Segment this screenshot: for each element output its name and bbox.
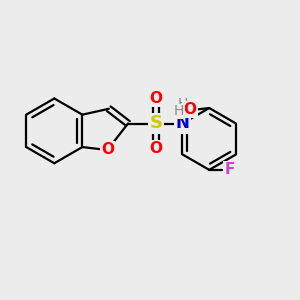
Text: F: F: [225, 162, 235, 177]
Text: H: H: [174, 104, 184, 118]
Text: O: O: [149, 141, 163, 156]
Text: O: O: [184, 102, 196, 117]
Text: H: H: [177, 98, 188, 111]
Text: N: N: [176, 115, 189, 133]
Text: S: S: [149, 115, 163, 133]
Text: O: O: [149, 91, 163, 106]
Text: O: O: [101, 142, 114, 158]
